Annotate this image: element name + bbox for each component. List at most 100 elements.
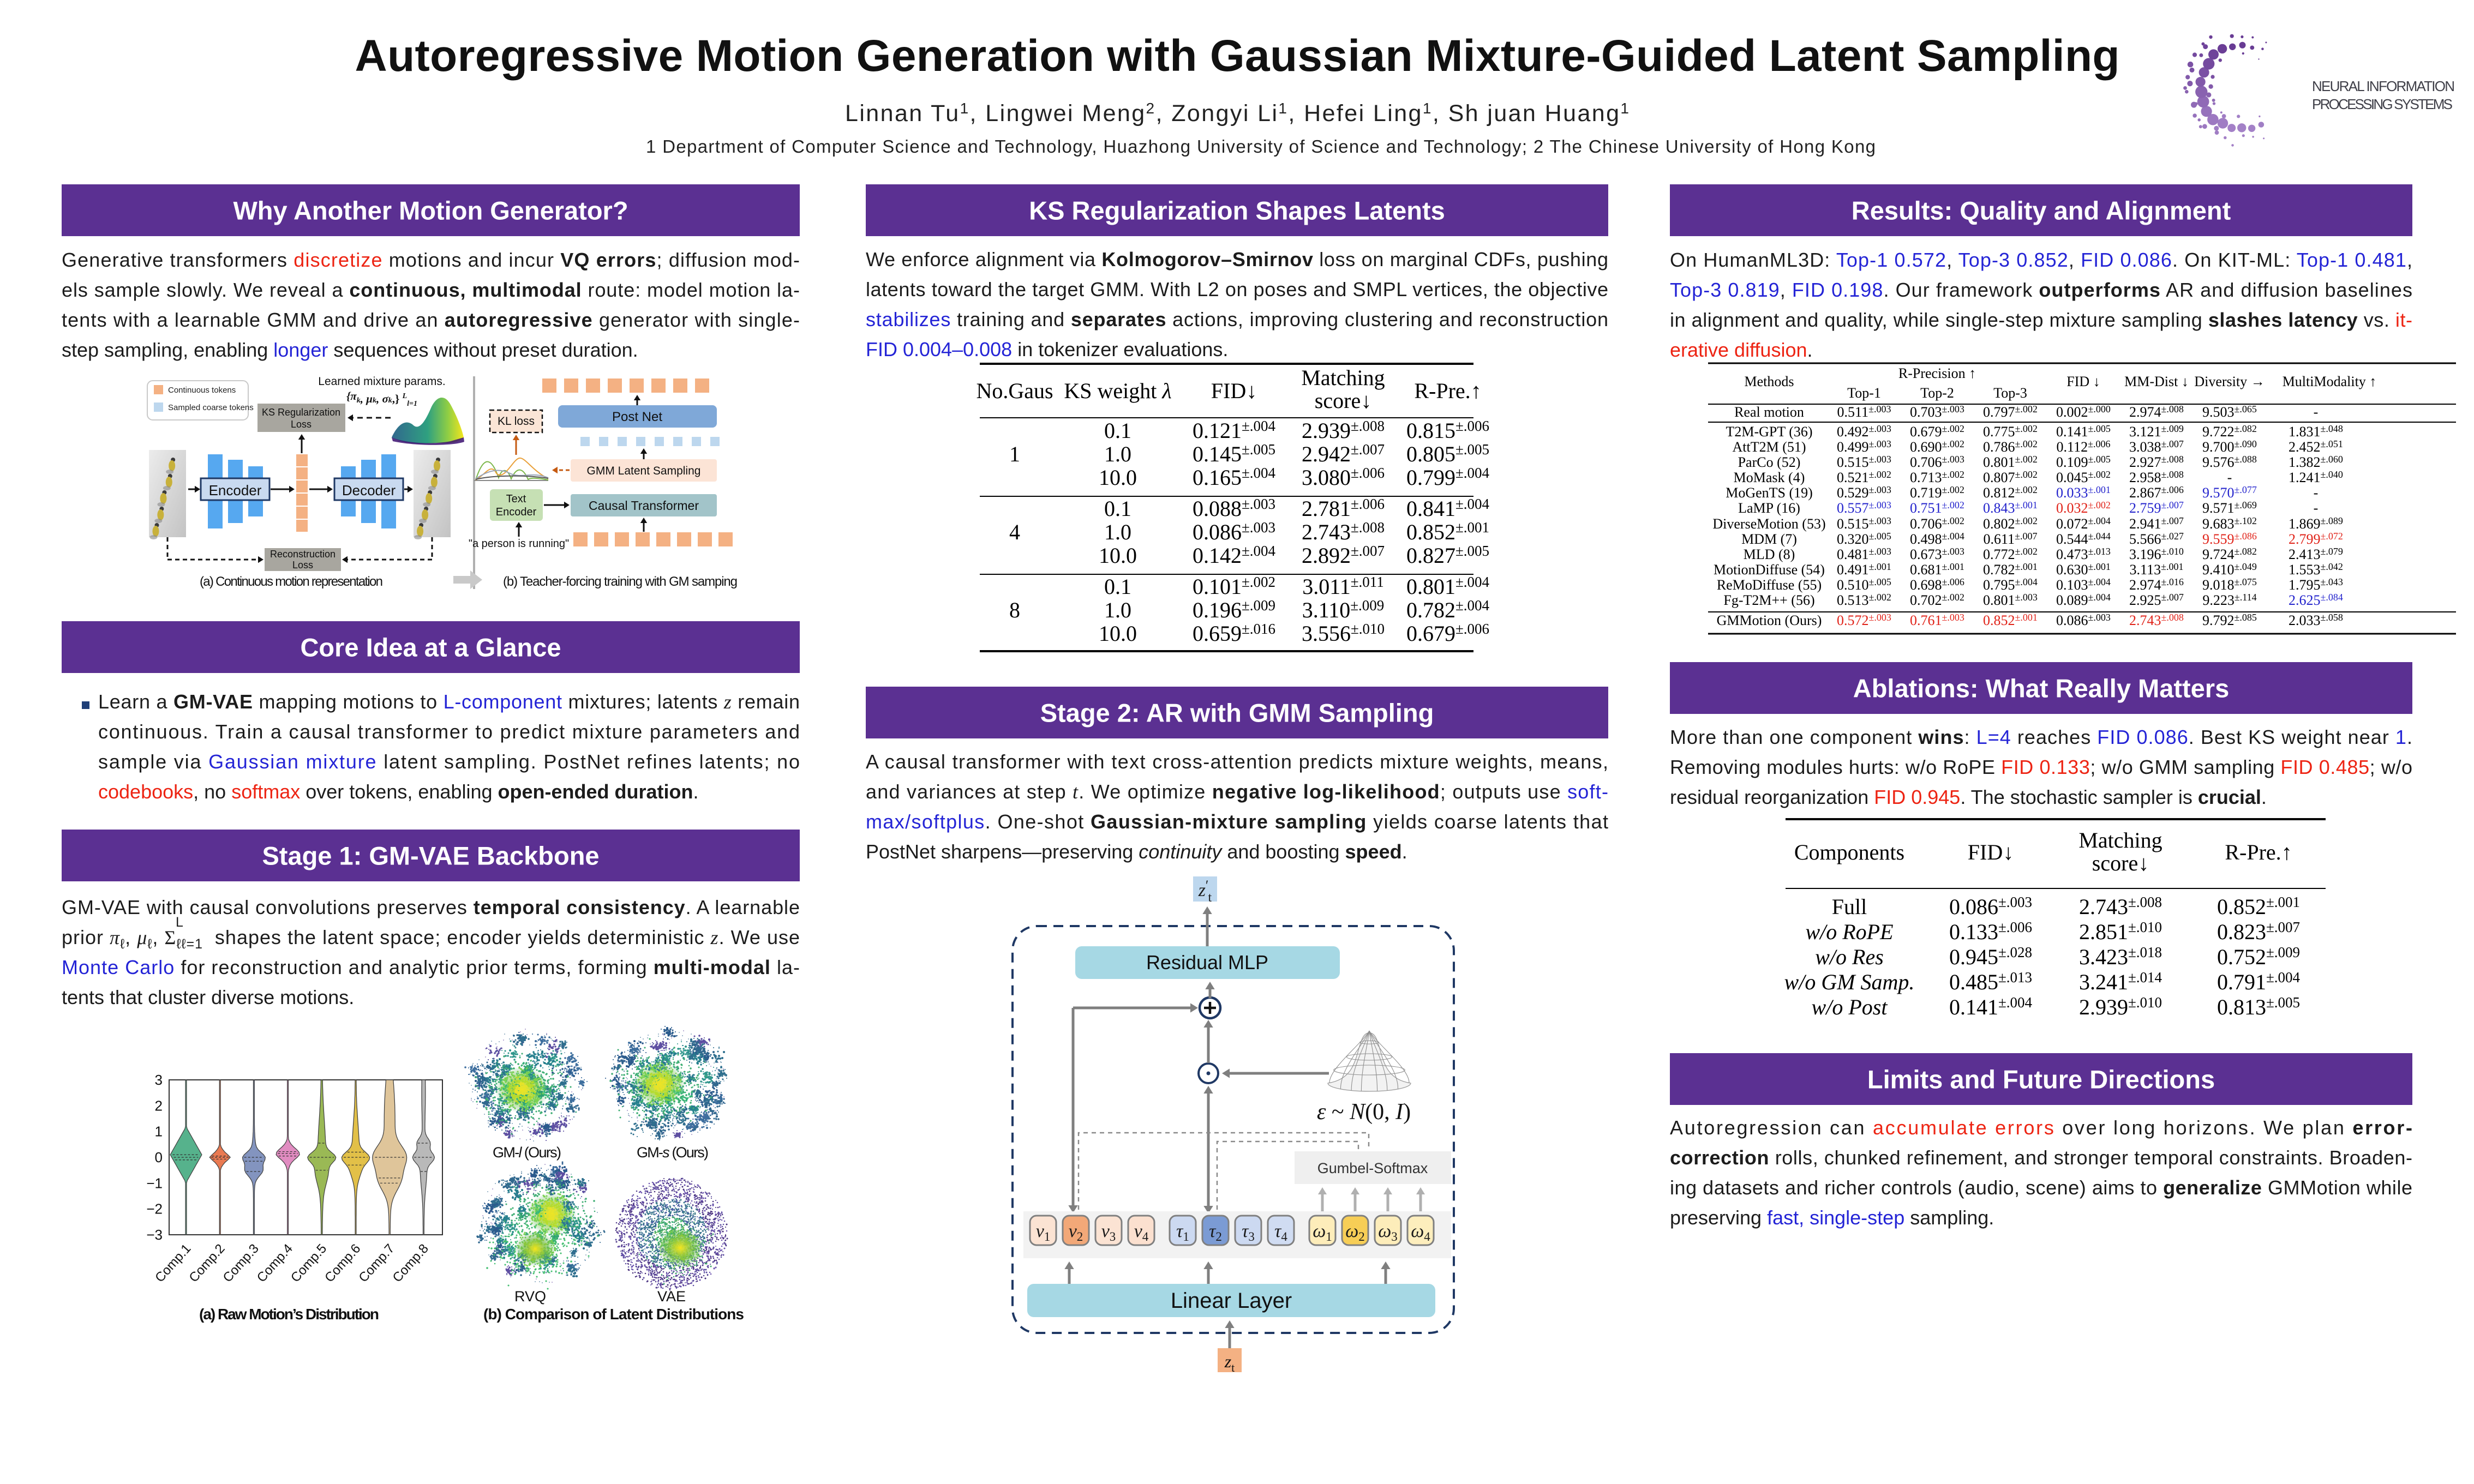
svg-text:0.141±.004: 0.141±.004	[1949, 994, 2033, 1019]
svg-text:We enforce alignment via Kolmo: We enforce alignment via Kolmogorov–Smir…	[866, 248, 1608, 271]
svg-text:ing datasets and richer contro: ing datasets and richer controls (audio,…	[1670, 1176, 2412, 1199]
svg-text:MoMask (4): MoMask (4)	[1734, 470, 1805, 485]
svg-text:0.805±.005: 0.805±.005	[1406, 441, 1489, 466]
svg-text:0.801±.002: 0.801±.002	[1983, 454, 2038, 470]
svg-text:2.939±.010: 2.939±.010	[2079, 994, 2162, 1019]
svg-text:9.018±.075: 9.018±.075	[2202, 576, 2257, 593]
svg-text:1: 1	[1009, 442, 1020, 466]
svg-text:prior πℓ, μℓ, Σℓℓ=1L shapes th: prior πℓ, μℓ, Σℓℓ=1L shapes the latent s…	[62, 915, 800, 952]
svg-text:0.681±.001: 0.681±.001	[1910, 561, 1964, 578]
svg-text:Top-2: Top-2	[1920, 385, 1954, 401]
svg-text:Reconstruction: Reconstruction	[270, 549, 336, 560]
svg-text:0.544±.044: 0.544±.044	[2056, 531, 2111, 547]
svg-text:ε ~ N(0, I): ε ~ N(0, I)	[1317, 1100, 1411, 1125]
svg-text:Residual MLP: Residual MLP	[1146, 951, 1268, 974]
svg-text:0.086±.003: 0.086±.003	[1949, 894, 2032, 919]
svg-text:0.703±.003: 0.703±.003	[1910, 404, 1964, 420]
svg-text:0.802±.002: 0.802±.002	[1983, 515, 2038, 532]
svg-text:Text: Text	[506, 493, 526, 505]
svg-text:Monte Carlo for reconstruction: Monte Carlo for reconstruction and analy…	[62, 956, 800, 978]
svg-text:MoGenTS (19): MoGenTS (19)	[1726, 485, 1813, 501]
svg-text:0.775±.002: 0.775±.002	[1983, 423, 2038, 440]
svg-text:9.722±.082: 9.722±.082	[2202, 423, 2257, 440]
svg-text:No.Gaus: No.Gaus	[976, 378, 1053, 403]
svg-text:ω4: ω4	[1411, 1221, 1430, 1243]
svg-text:-: -	[2314, 404, 2319, 420]
svg-text:GMMotion (Ours): GMMotion (Ours)	[1717, 612, 1822, 628]
svg-text:Real motion: Real motion	[1734, 404, 1804, 420]
svg-text:Top-1: Top-1	[1847, 385, 1881, 401]
svg-text:Autoregressive Motion Generati: Autoregressive Motion Generation with Ga…	[355, 31, 2120, 81]
svg-text:z′t: z′t	[1198, 878, 1212, 905]
svg-text:−2: −2	[146, 1201, 163, 1217]
svg-text:Top-3: Top-3	[1993, 385, 2027, 401]
svg-text:1.241±.040: 1.241±.040	[2289, 469, 2343, 485]
svg-text:10.0: 10.0	[1099, 543, 1137, 568]
svg-text:3.110±.009: 3.110±.009	[1302, 597, 1385, 622]
svg-text:0.109±.005: 0.109±.005	[2056, 454, 2111, 470]
svg-text:3.011±.011: 3.011±.011	[1302, 574, 1384, 599]
svg-text:0.791±.004: 0.791±.004	[2217, 969, 2301, 994]
svg-text:KL loss: KL loss	[498, 415, 535, 428]
svg-text:9.571±.069: 9.571±.069	[2202, 500, 2257, 516]
svg-text:0.510±.005: 0.510±.005	[1837, 576, 1891, 593]
svg-text:stabilizes training and separa: stabilizes training and separates action…	[866, 308, 1608, 331]
svg-text:4: 4	[1009, 520, 1020, 544]
svg-text:0.659±.016: 0.659±.016	[1193, 621, 1275, 646]
svg-text:1.0: 1.0	[1104, 520, 1131, 544]
svg-text:max/softplus. One-shot Gauss: max/softplus. One-shot Gaussian-mixture …	[866, 810, 1608, 833]
svg-text:AttT2M (51): AttT2M (51)	[1732, 439, 1806, 455]
svg-text:1: 1	[155, 1123, 163, 1140]
svg-text:and variances at step t. We o: and variances at step t. We optimize neg…	[866, 780, 1608, 803]
svg-text:0.812±.002: 0.812±.002	[1983, 484, 2038, 501]
svg-text:{πk, μk, σk,} Ll=1: {πk, μk, σk,} Ll=1	[346, 389, 417, 408]
svg-text:9.503±.065: 9.503±.065	[2202, 404, 2257, 420]
svg-text:2.974±.008: 2.974±.008	[2129, 404, 2184, 420]
svg-text:2.942±.007: 2.942±.007	[1302, 441, 1385, 466]
svg-text:Why Another Motion Generator?: Why Another Motion Generator?	[233, 196, 628, 225]
svg-text:correction rolls, chunked refi: correction rolls, chunked refinement, an…	[1670, 1146, 2412, 1169]
svg-text:1 Department of Computer Scien: 1 Department of Computer Science and Tec…	[646, 136, 1876, 157]
svg-text:Diversity →: Diversity →	[2194, 374, 2265, 389]
svg-text:9.700±.090: 9.700±.090	[2202, 438, 2257, 455]
svg-text:3.080±.006: 3.080±.006	[1302, 465, 1385, 490]
svg-text:2.927±.008: 2.927±.008	[2129, 454, 2184, 470]
svg-text:Full: Full	[1832, 894, 1867, 919]
svg-text:0.719±.002: 0.719±.002	[1910, 484, 1964, 501]
svg-text:NEURAL INFORMATION: NEURAL INFORMATION	[2312, 78, 2455, 94]
svg-text:0.473±.013: 0.473±.013	[2056, 546, 2111, 562]
svg-text:3.241±.014: 3.241±.014	[2079, 969, 2162, 994]
svg-text:9.559±.086: 9.559±.086	[2202, 531, 2257, 547]
svg-text:0.630±.001: 0.630±.001	[2056, 561, 2111, 578]
svg-text:0.485±.013: 0.485±.013	[1949, 969, 2032, 994]
svg-text:2.743±.008: 2.743±.008	[2079, 894, 2162, 919]
svg-text:0.1: 0.1	[1104, 574, 1131, 599]
svg-text:ν3: ν3	[1101, 1221, 1116, 1243]
svg-text:ν1: ν1	[1036, 1221, 1051, 1243]
svg-text:9.570±.077: 9.570±.077	[2202, 484, 2257, 501]
svg-text:0.852±.001: 0.852±.001	[1406, 519, 1489, 544]
svg-text:Components: Components	[1794, 840, 1904, 864]
svg-text:3.196±.010: 3.196±.010	[2129, 546, 2184, 562]
svg-text:ω3: ω3	[1378, 1221, 1398, 1243]
svg-text:0.103±.004: 0.103±.004	[2056, 576, 2111, 593]
svg-text:Post Net: Post Net	[612, 410, 662, 424]
svg-text:0.801±.003: 0.801±.003	[1983, 592, 2038, 608]
svg-text:0.611±.007: 0.611±.007	[1984, 531, 2038, 547]
svg-text:0.795±.004: 0.795±.004	[1983, 576, 2038, 593]
svg-text:Decoder: Decoder	[342, 482, 396, 498]
svg-text:KS Regularization: KS Regularization	[262, 407, 340, 418]
svg-text:GMM Latent Sampling: GMM Latent Sampling	[587, 465, 701, 477]
svg-text:-: -	[2314, 500, 2319, 516]
svg-text:GM-l (Ours): GM-l (Ours)	[493, 1144, 561, 1161]
svg-text:continuous. Train a causal tra: continuous. Train a causal transformer t…	[98, 720, 800, 743]
svg-text:0.557±.003: 0.557±.003	[1837, 500, 1891, 516]
svg-text:RVQ: RVQ	[514, 1288, 546, 1305]
svg-text:R-Pre.↑: R-Pre.↑	[2225, 840, 2292, 864]
svg-text:0.320±.005: 0.320±.005	[1837, 531, 1891, 547]
svg-text:0.515±.003: 0.515±.003	[1837, 454, 1891, 470]
svg-text:Ablations: What Really Matters: Ablations: What Really Matters	[1853, 674, 2229, 703]
svg-text:0.141±.005: 0.141±.005	[2056, 423, 2111, 440]
svg-text:ν2: ν2	[1069, 1221, 1083, 1243]
svg-text:2.413±.079: 2.413±.079	[2289, 546, 2343, 562]
